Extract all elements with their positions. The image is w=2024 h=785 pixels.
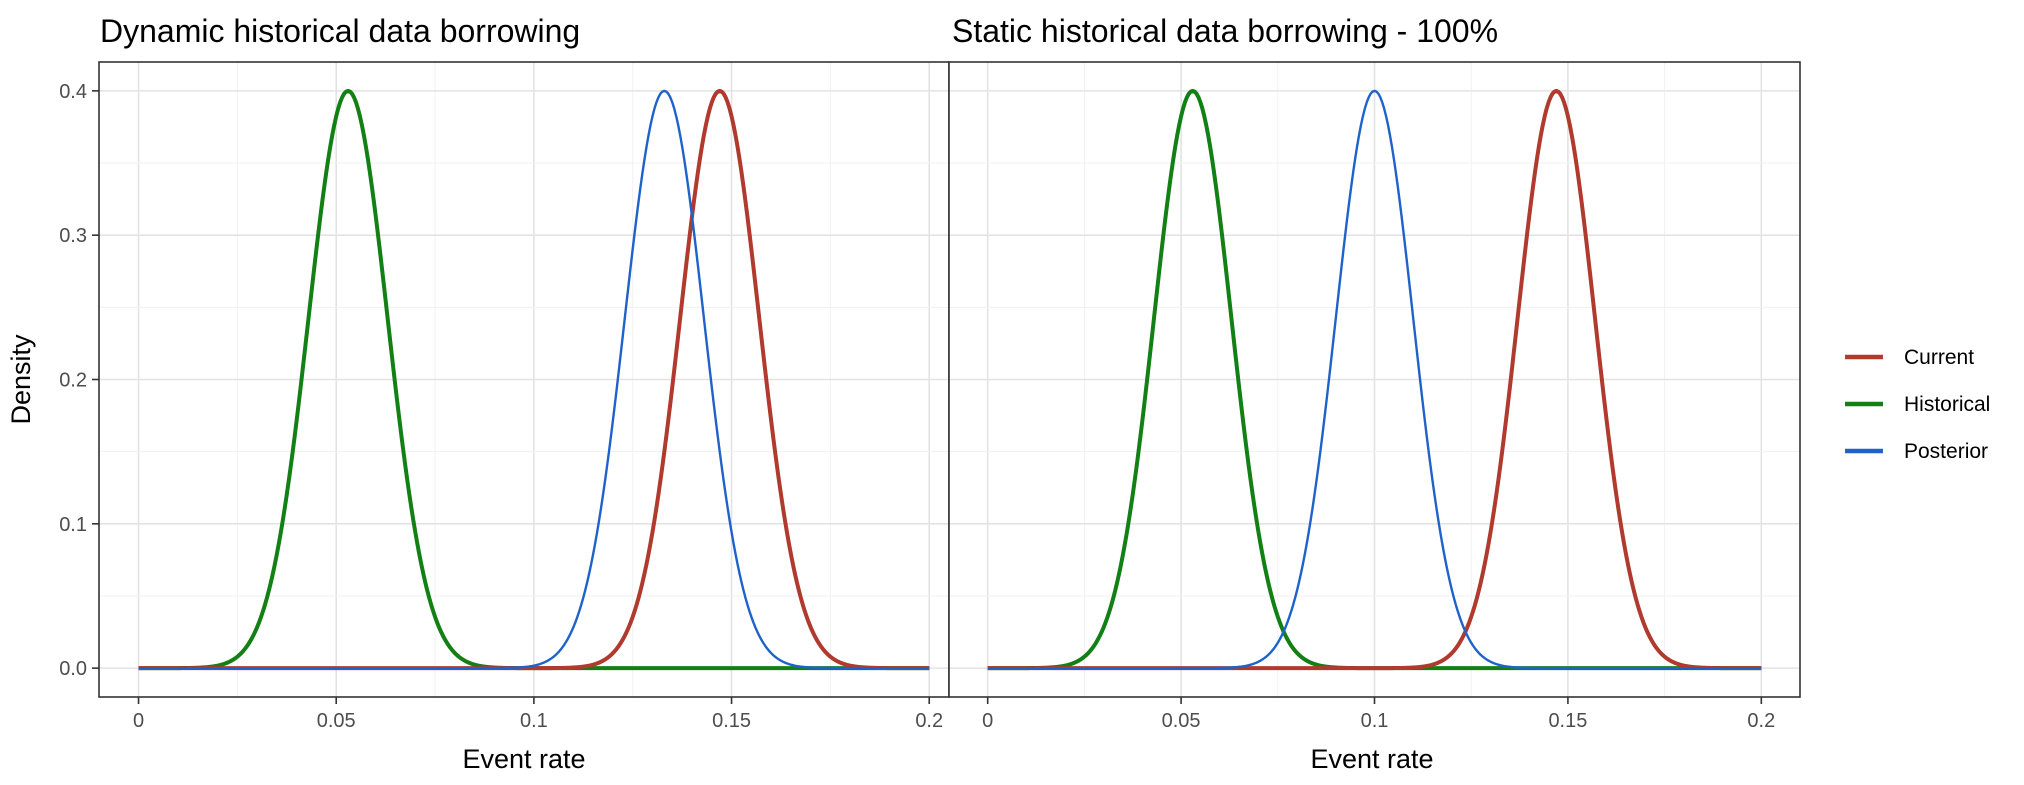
x-tick-label: 0.15 (712, 710, 751, 732)
x-tick-label: 0.1 (520, 710, 548, 732)
y-tick-label: 0.3 (59, 225, 87, 247)
x-tick-label: 0.2 (1747, 710, 1775, 732)
legend-label: Historical (1904, 393, 1990, 416)
y-tick-label: 0.4 (59, 81, 87, 103)
legend-label: Current (1904, 346, 1974, 369)
panel-title: Static historical data borrowing - 100% (952, 13, 1498, 49)
x-tick-label: 0 (133, 710, 144, 732)
y-tick-label: 0.1 (59, 514, 87, 536)
x-tick-label: 0.05 (1162, 710, 1201, 732)
x-tick-label: 0.1 (1361, 710, 1389, 732)
y-tick-label: 0.0 (59, 658, 87, 680)
panel-static: 0 0.05 0.1 0.15 0.2 Static historical data bo… (948, 13, 1801, 774)
y-axis-label: Density (6, 334, 36, 425)
legend: Current Historical Posterior (1845, 346, 1990, 463)
legend-label: Posterior (1904, 440, 1988, 463)
x-axis-label: Event rate (462, 744, 585, 774)
x-tick-label: 0 (982, 710, 993, 732)
x-tick-label: 0.15 (1548, 710, 1587, 732)
x-tick-label: 0.05 (317, 710, 356, 732)
panel-dynamic: 0 0.05 0.1 0.15 0.2 0.0 0.1 0.2 0.3 0.4 Dynamic hi… (6, 13, 950, 774)
series-line-posterior (138, 89, 930, 670)
x-axis-label: Event rate (1310, 744, 1433, 774)
series-line-posterior (987, 89, 1762, 670)
y-tick-label: 0.2 (59, 370, 87, 392)
x-tick-label: 0.2 (915, 710, 943, 732)
panel-title: Dynamic historical data borrowing (100, 13, 580, 49)
